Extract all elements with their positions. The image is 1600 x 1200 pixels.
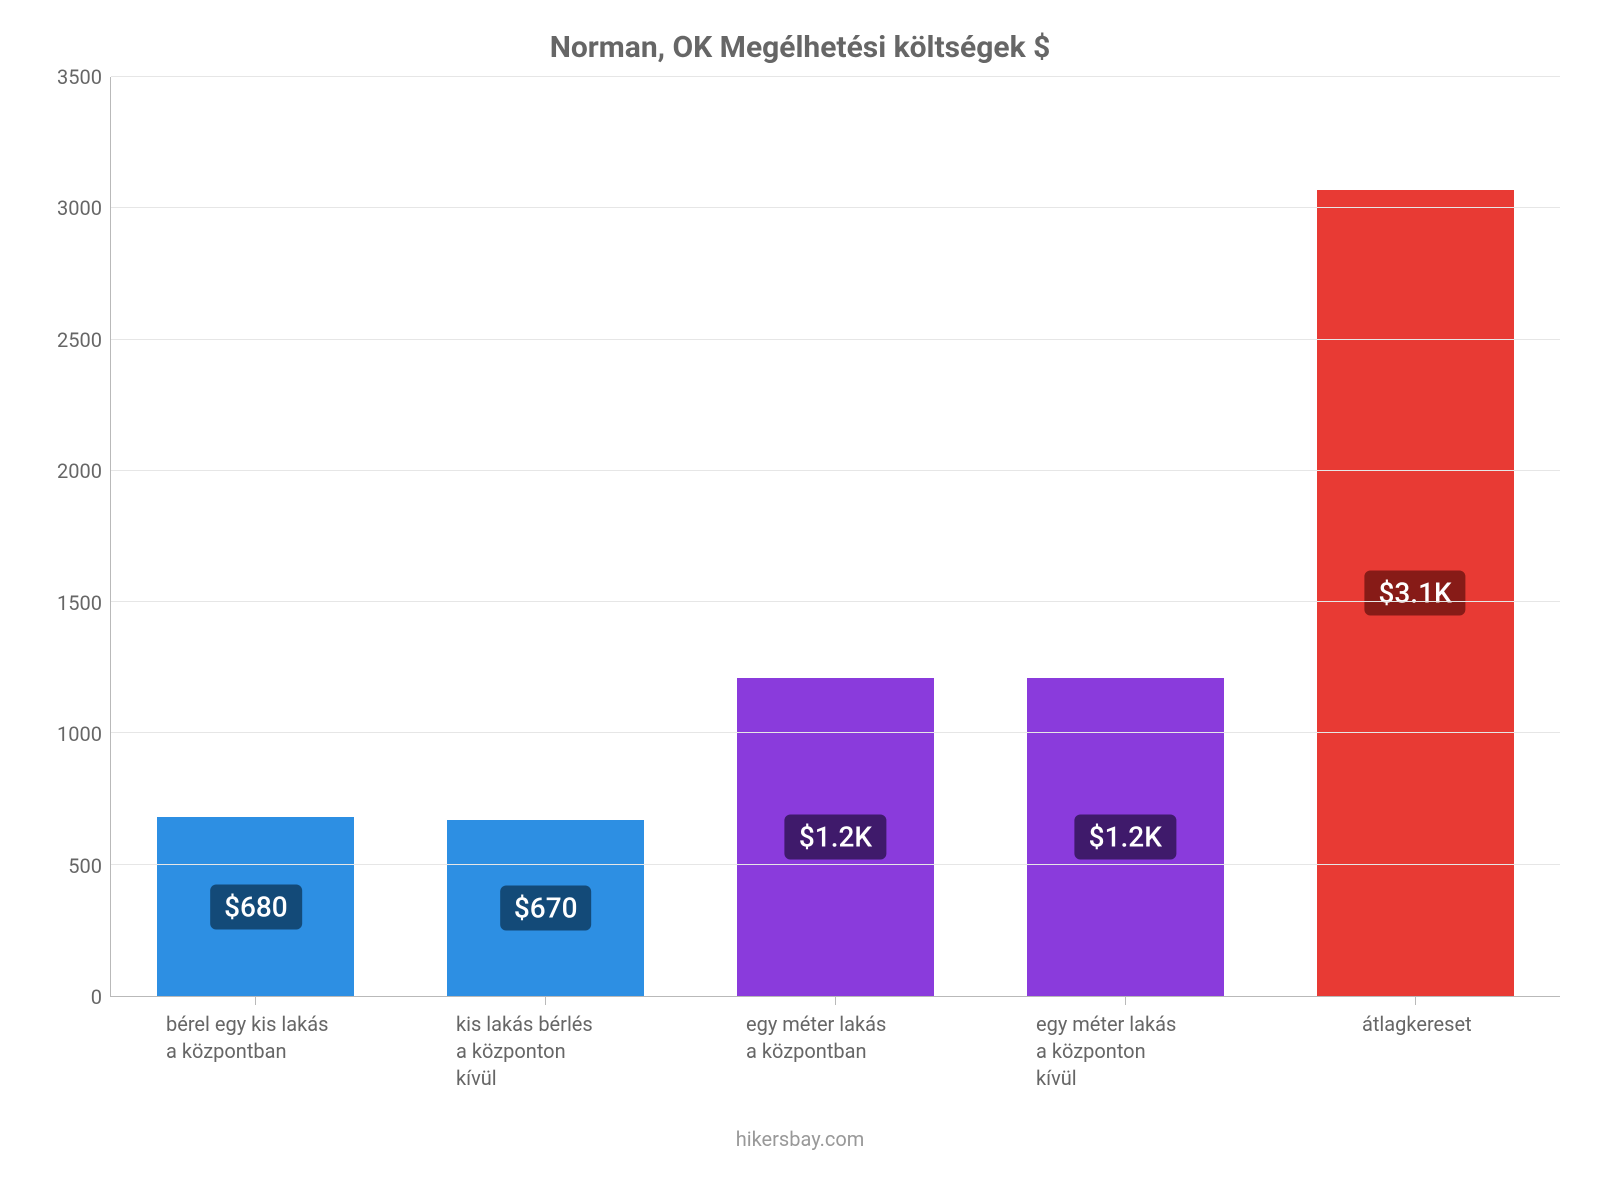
bar: $680 [157,817,354,996]
grid-line [111,76,1560,77]
y-tick-label: 1500 [57,591,102,615]
bars-layer: $680 $670 $1.2K $1.2K $3.1K [111,77,1560,996]
y-tick-label: 1000 [57,722,102,746]
y-tick-label: 2000 [57,459,102,483]
plot-area: $680 $670 $1.2K $1.2K $3.1K [110,77,1560,997]
bar-slot: $3.1K [1270,77,1560,996]
y-tick-label: 500 [68,854,102,878]
x-tick-label: átlagkereset [1362,1011,1472,1038]
bar-slot: $1.2K [980,77,1270,996]
bar: $1.2K [1027,678,1224,996]
x-tick-label: kis lakás bérlés a központon kívül [456,1011,593,1092]
grid-line [111,601,1560,602]
bar-slot: $1.2K [691,77,981,996]
bar-slot: $670 [401,77,691,996]
x-tick-label: bérel egy kis lakás a központban [166,1011,328,1065]
y-axis: 0500100015002000250030003500 [40,77,110,997]
bar: $1.2K [737,678,934,996]
bar-value-label: $1.2K [1075,815,1176,860]
bar-value-label: $670 [500,886,592,931]
chart-container: Norman, OK Megélhetési költségek $ 0 500 1… [0,0,1600,1200]
bar-value-label: $1.2K [785,815,886,860]
plot-row: 0500100015002000250030003500 $680$670$1.… [40,77,1560,997]
y-tick-label: 2500 [57,328,102,352]
y-tick-label: 0 [91,985,102,1009]
y-tick-label: 3000 [57,196,102,220]
bar: $670 [447,820,644,996]
grid-line [111,470,1560,471]
x-tick-label: egy méter lakás a központon kívül [1036,1011,1176,1092]
y-tick-label: 3500 [57,65,102,89]
x-tick-mark [1415,997,1416,1005]
chart-title: Norman, OK Megélhetési költségek $ [40,30,1560,65]
x-tick-mark [1125,997,1126,1005]
x-tick-mark [545,997,546,1005]
bar-value-label: $3.1K [1364,570,1465,615]
grid-line [111,732,1560,733]
x-tick-label: egy méter lakás a központban [746,1011,886,1065]
bar-slot: $680 [111,77,401,996]
grid-line [111,339,1560,340]
x-tick-mark [255,997,256,1005]
x-tick-mark [835,997,836,1005]
grid-line [111,864,1560,865]
bar-value-label: $680 [210,884,302,929]
attribution-text: hikersbay.com [40,1127,1560,1151]
bar: $3.1K [1317,190,1514,996]
grid-line [111,207,1560,208]
